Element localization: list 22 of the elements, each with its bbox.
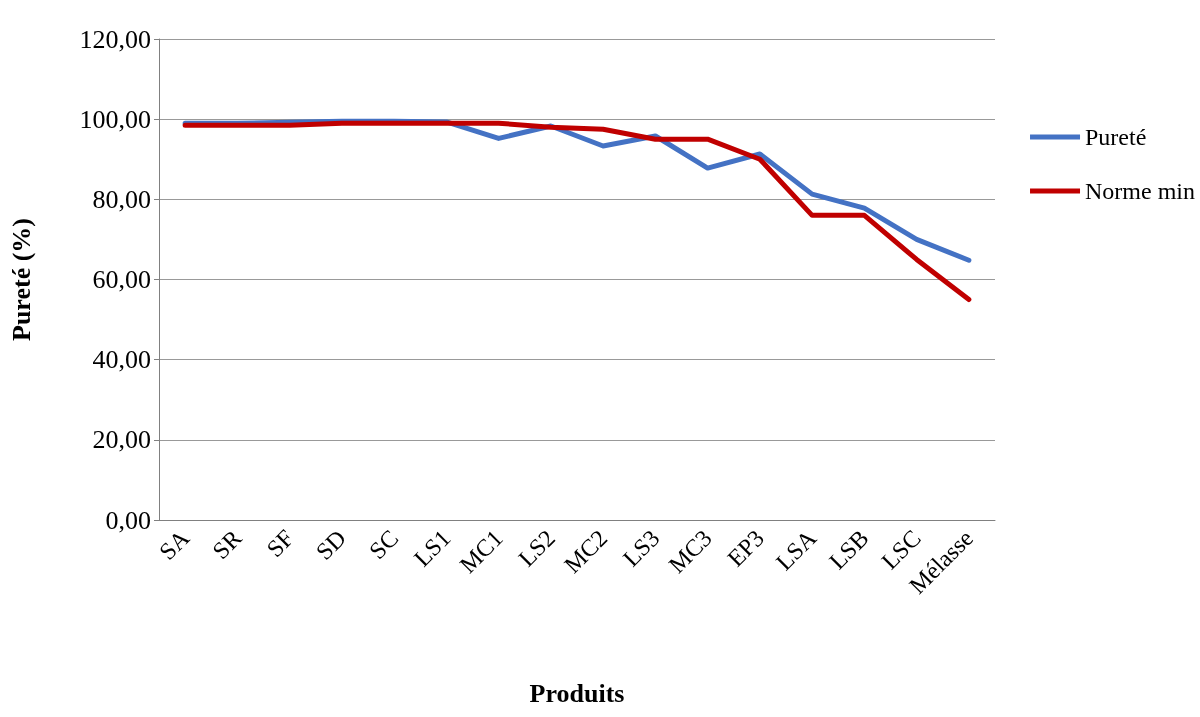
x-axis-title: Produits	[529, 678, 625, 708]
x-tick-label: SA	[154, 524, 195, 565]
y-tick-label: 120,00	[79, 24, 151, 54]
legend-label: Norme min	[1085, 178, 1195, 204]
y-tick-label: 20,00	[92, 425, 151, 455]
x-tick-label: SR	[207, 524, 247, 564]
x-tick-label: SD	[310, 524, 352, 565]
y-tick-label: 0,00	[105, 505, 151, 535]
x-tick-label: LS1	[408, 524, 456, 572]
y-tick-label: 60,00	[92, 265, 151, 294]
x-tick-label: LS2	[513, 524, 561, 572]
x-tick-label: SF	[261, 524, 299, 563]
y-tick-label: 80,00	[92, 184, 151, 214]
y-tick-label: 40,00	[92, 345, 151, 375]
x-tick-label: LSA	[770, 524, 822, 576]
legend-label: Pureté	[1085, 124, 1147, 150]
x-tick-label: LS3	[617, 524, 665, 572]
x-tick-label: LSB	[824, 524, 874, 575]
x-tick-label: EP3	[722, 524, 770, 572]
y-tick-label: 100,00	[79, 104, 151, 134]
x-tick-label: SC	[364, 524, 404, 564]
y-axis-title: Pureté (%)	[6, 218, 36, 341]
